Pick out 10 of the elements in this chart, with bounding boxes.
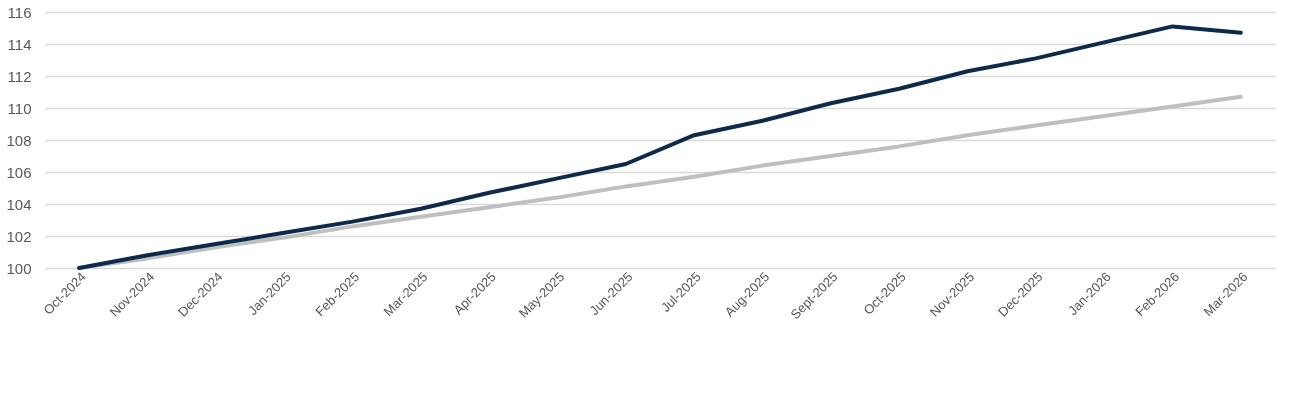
- y-tick-label: 114: [7, 35, 32, 53]
- y-tick-label: 108: [6, 131, 32, 149]
- y-tick-label: 112: [7, 67, 32, 85]
- line-series: [77, 24, 1243, 270]
- y-tick-label: 102: [6, 227, 32, 245]
- y-tick-label: 100: [6, 259, 32, 277]
- y-tick-label: 106: [6, 163, 32, 181]
- y-tick-label: 104: [6, 195, 32, 213]
- y-tick-label: 116: [7, 3, 32, 21]
- y-tick-label: 110: [7, 99, 32, 117]
